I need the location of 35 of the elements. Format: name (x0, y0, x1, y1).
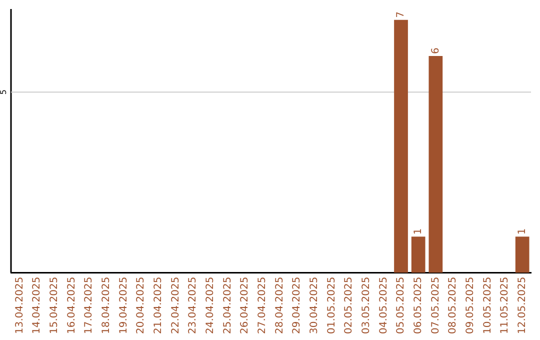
x-tick-label: 17.04.2025 (84, 276, 95, 334)
x-tick-label: 06.05.2025 (412, 276, 424, 334)
data-label: 1 (516, 228, 528, 235)
ref-line-label: 5 (0, 90, 8, 95)
x-tick-label: 12.05.2025 (516, 276, 528, 334)
data-label: 1 (412, 228, 424, 235)
x-tick-label: 25.04.2025 (222, 276, 234, 334)
x-tick-label: 09.05.2025 (464, 276, 476, 334)
x-tick-label: 10.05.2025 (482, 276, 494, 334)
x-tick-label: 24.04.2025 (204, 276, 216, 334)
x-tick-label: 20.04.2025 (136, 276, 147, 334)
x-tick-label: 11.05.2025 (500, 276, 511, 334)
x-tick-label: 27.04.2025 (256, 276, 268, 334)
x-tick-label: 05.05.2025 (396, 276, 407, 334)
x-tick-label: 23.04.2025 (188, 276, 199, 334)
x-tick-label: 30.04.2025 (308, 276, 320, 334)
x-tick-label: 04.05.2025 (378, 276, 390, 334)
x-tick-label: 21.04.2025 (152, 276, 164, 334)
data-label: 7 (396, 11, 407, 18)
x-tick-label: 19.04.2025 (118, 276, 130, 334)
x-tick-label: 28.04.2025 (274, 276, 286, 334)
x-tick-label: 15.04.2025 (48, 276, 60, 334)
x-tick-label: 08.05.2025 (448, 276, 459, 334)
x-tick-label: 03.05.2025 (360, 276, 372, 334)
x-tick-label: 29.04.2025 (292, 276, 303, 334)
x-tick-label: 18.04.2025 (100, 276, 112, 334)
x-tick-label: 26.04.2025 (240, 276, 251, 334)
x-tick-label: 13.04.2025 (14, 276, 26, 334)
x-tick-label: 22.04.2025 (170, 276, 182, 334)
x-tick-label: 02.05.2025 (344, 276, 355, 334)
x-tick-label: 14.04.2025 (32, 276, 43, 334)
data-label: 6 (430, 48, 442, 54)
x-tick-label: 07.05.2025 (430, 276, 442, 334)
x-tick-label: 01.05.2025 (326, 276, 338, 334)
x-tick-label: 16.04.2025 (66, 276, 78, 334)
